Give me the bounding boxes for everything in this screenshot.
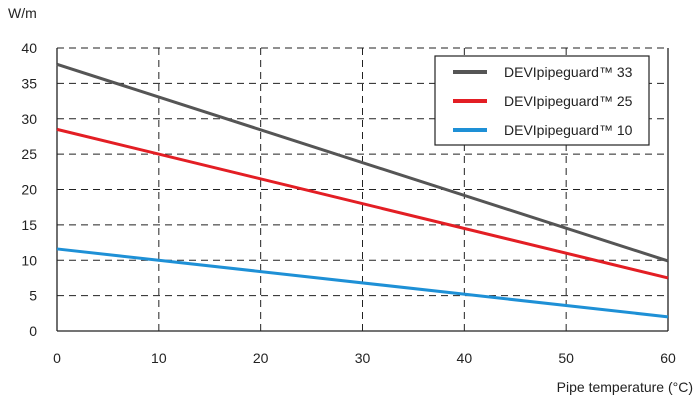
legend-label-2: DEVIpipeguard™ 10 xyxy=(504,122,633,138)
x-tick-label: 0 xyxy=(53,350,61,366)
y-tick-label: 30 xyxy=(21,111,37,127)
y-tick-label: 5 xyxy=(29,288,37,304)
legend-label-0: DEVIpipeguard™ 33 xyxy=(504,64,633,80)
x-tick-label: 50 xyxy=(558,350,574,366)
x-tick-label: 10 xyxy=(151,350,167,366)
x-axis-title: Pipe temperature (°C) xyxy=(557,379,693,395)
y-tick-label: 20 xyxy=(21,182,37,198)
axes xyxy=(56,48,669,332)
series-line-1 xyxy=(56,127,669,280)
series-line-0 xyxy=(56,62,669,263)
x-tick-label: 30 xyxy=(355,350,371,366)
legend-label-1: DEVIpipeguard™ 25 xyxy=(504,93,633,109)
series-line-2 xyxy=(56,247,669,319)
y-axis-title: W/m xyxy=(8,5,37,21)
y-tick-label: 35 xyxy=(21,75,37,91)
y-tick-label: 0 xyxy=(29,323,37,339)
series-lines xyxy=(56,62,669,319)
tick-labels: 0 5 10 15 20 25 30 35 40 0 10 20 30 40 50 60 xyxy=(21,40,676,366)
y-tick-label: 25 xyxy=(21,146,37,162)
y-tick-label: 40 xyxy=(21,40,37,56)
x-tick-label: 20 xyxy=(253,350,269,366)
x-tick-label: 40 xyxy=(457,350,473,366)
y-tick-label: 15 xyxy=(21,217,37,233)
y-tick-label: 10 xyxy=(21,252,37,268)
x-tick-label: 60 xyxy=(660,350,676,366)
legend: DEVIpipeguard™ 33 DEVIpipeguard™ 25 DEVI… xyxy=(434,55,650,146)
